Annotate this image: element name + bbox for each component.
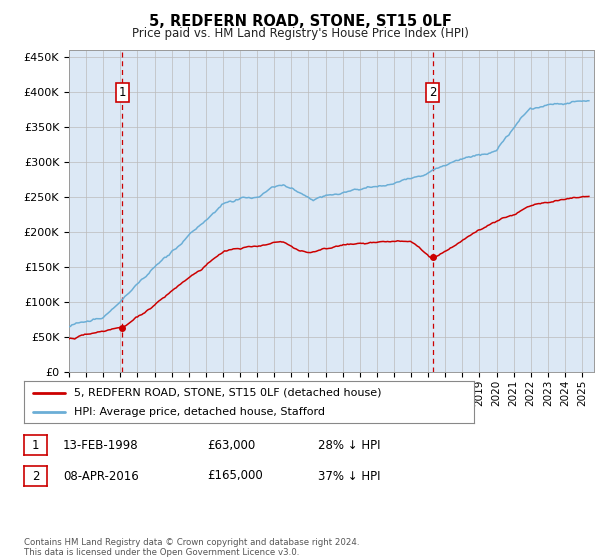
Text: 5, REDFERN ROAD, STONE, ST15 0LF: 5, REDFERN ROAD, STONE, ST15 0LF bbox=[149, 14, 451, 29]
Text: 37% ↓ HPI: 37% ↓ HPI bbox=[318, 469, 380, 483]
Text: 08-APR-2016: 08-APR-2016 bbox=[63, 469, 139, 483]
Text: 5, REDFERN ROAD, STONE, ST15 0LF (detached house): 5, REDFERN ROAD, STONE, ST15 0LF (detach… bbox=[74, 388, 381, 398]
Text: £63,000: £63,000 bbox=[207, 438, 255, 452]
Text: Contains HM Land Registry data © Crown copyright and database right 2024.
This d: Contains HM Land Registry data © Crown c… bbox=[24, 538, 359, 557]
Text: 2: 2 bbox=[32, 469, 39, 483]
Text: £165,000: £165,000 bbox=[207, 469, 263, 483]
Text: Price paid vs. HM Land Registry's House Price Index (HPI): Price paid vs. HM Land Registry's House … bbox=[131, 27, 469, 40]
Text: 2: 2 bbox=[429, 86, 436, 99]
Text: 13-FEB-1998: 13-FEB-1998 bbox=[63, 438, 139, 452]
Text: HPI: Average price, detached house, Stafford: HPI: Average price, detached house, Staf… bbox=[74, 407, 325, 417]
Text: 1: 1 bbox=[32, 438, 39, 452]
Text: 28% ↓ HPI: 28% ↓ HPI bbox=[318, 438, 380, 452]
Text: 1: 1 bbox=[119, 86, 126, 99]
